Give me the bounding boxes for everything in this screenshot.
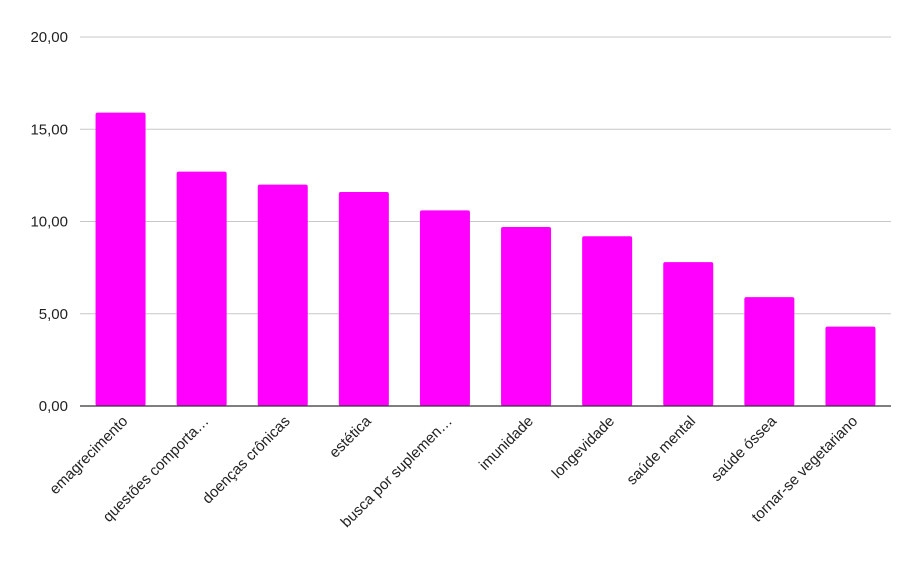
x-tick-label: saúde mental xyxy=(623,413,699,489)
x-tick-label: estética xyxy=(326,412,375,461)
bar xyxy=(663,262,714,406)
bar xyxy=(744,297,795,406)
bar xyxy=(582,236,633,406)
x-tick-label: emagrecimento xyxy=(46,413,131,498)
x-tick-label: saúde óssea xyxy=(708,412,781,485)
y-tick-label: 0,00 xyxy=(39,398,68,415)
y-tick-label: 15,00 xyxy=(30,121,68,138)
y-tick-label: 5,00 xyxy=(39,306,68,323)
y-axis-tick-labels: 0,00 5,00 10,00 15,00 20,00 xyxy=(30,29,68,415)
bar xyxy=(419,210,470,406)
x-tick-label: doenças crônicas xyxy=(199,413,294,508)
bar xyxy=(257,184,308,406)
y-tick-label: 10,00 xyxy=(30,214,68,231)
x-tick-label: longevidade xyxy=(549,413,618,482)
bar xyxy=(176,171,227,406)
bar xyxy=(501,227,552,406)
y-tick-label: 20,00 xyxy=(30,29,68,46)
bar xyxy=(825,326,876,406)
bar xyxy=(338,191,389,406)
bars xyxy=(95,112,876,407)
x-tick-label: imunidade xyxy=(476,413,537,474)
bar xyxy=(95,112,146,407)
